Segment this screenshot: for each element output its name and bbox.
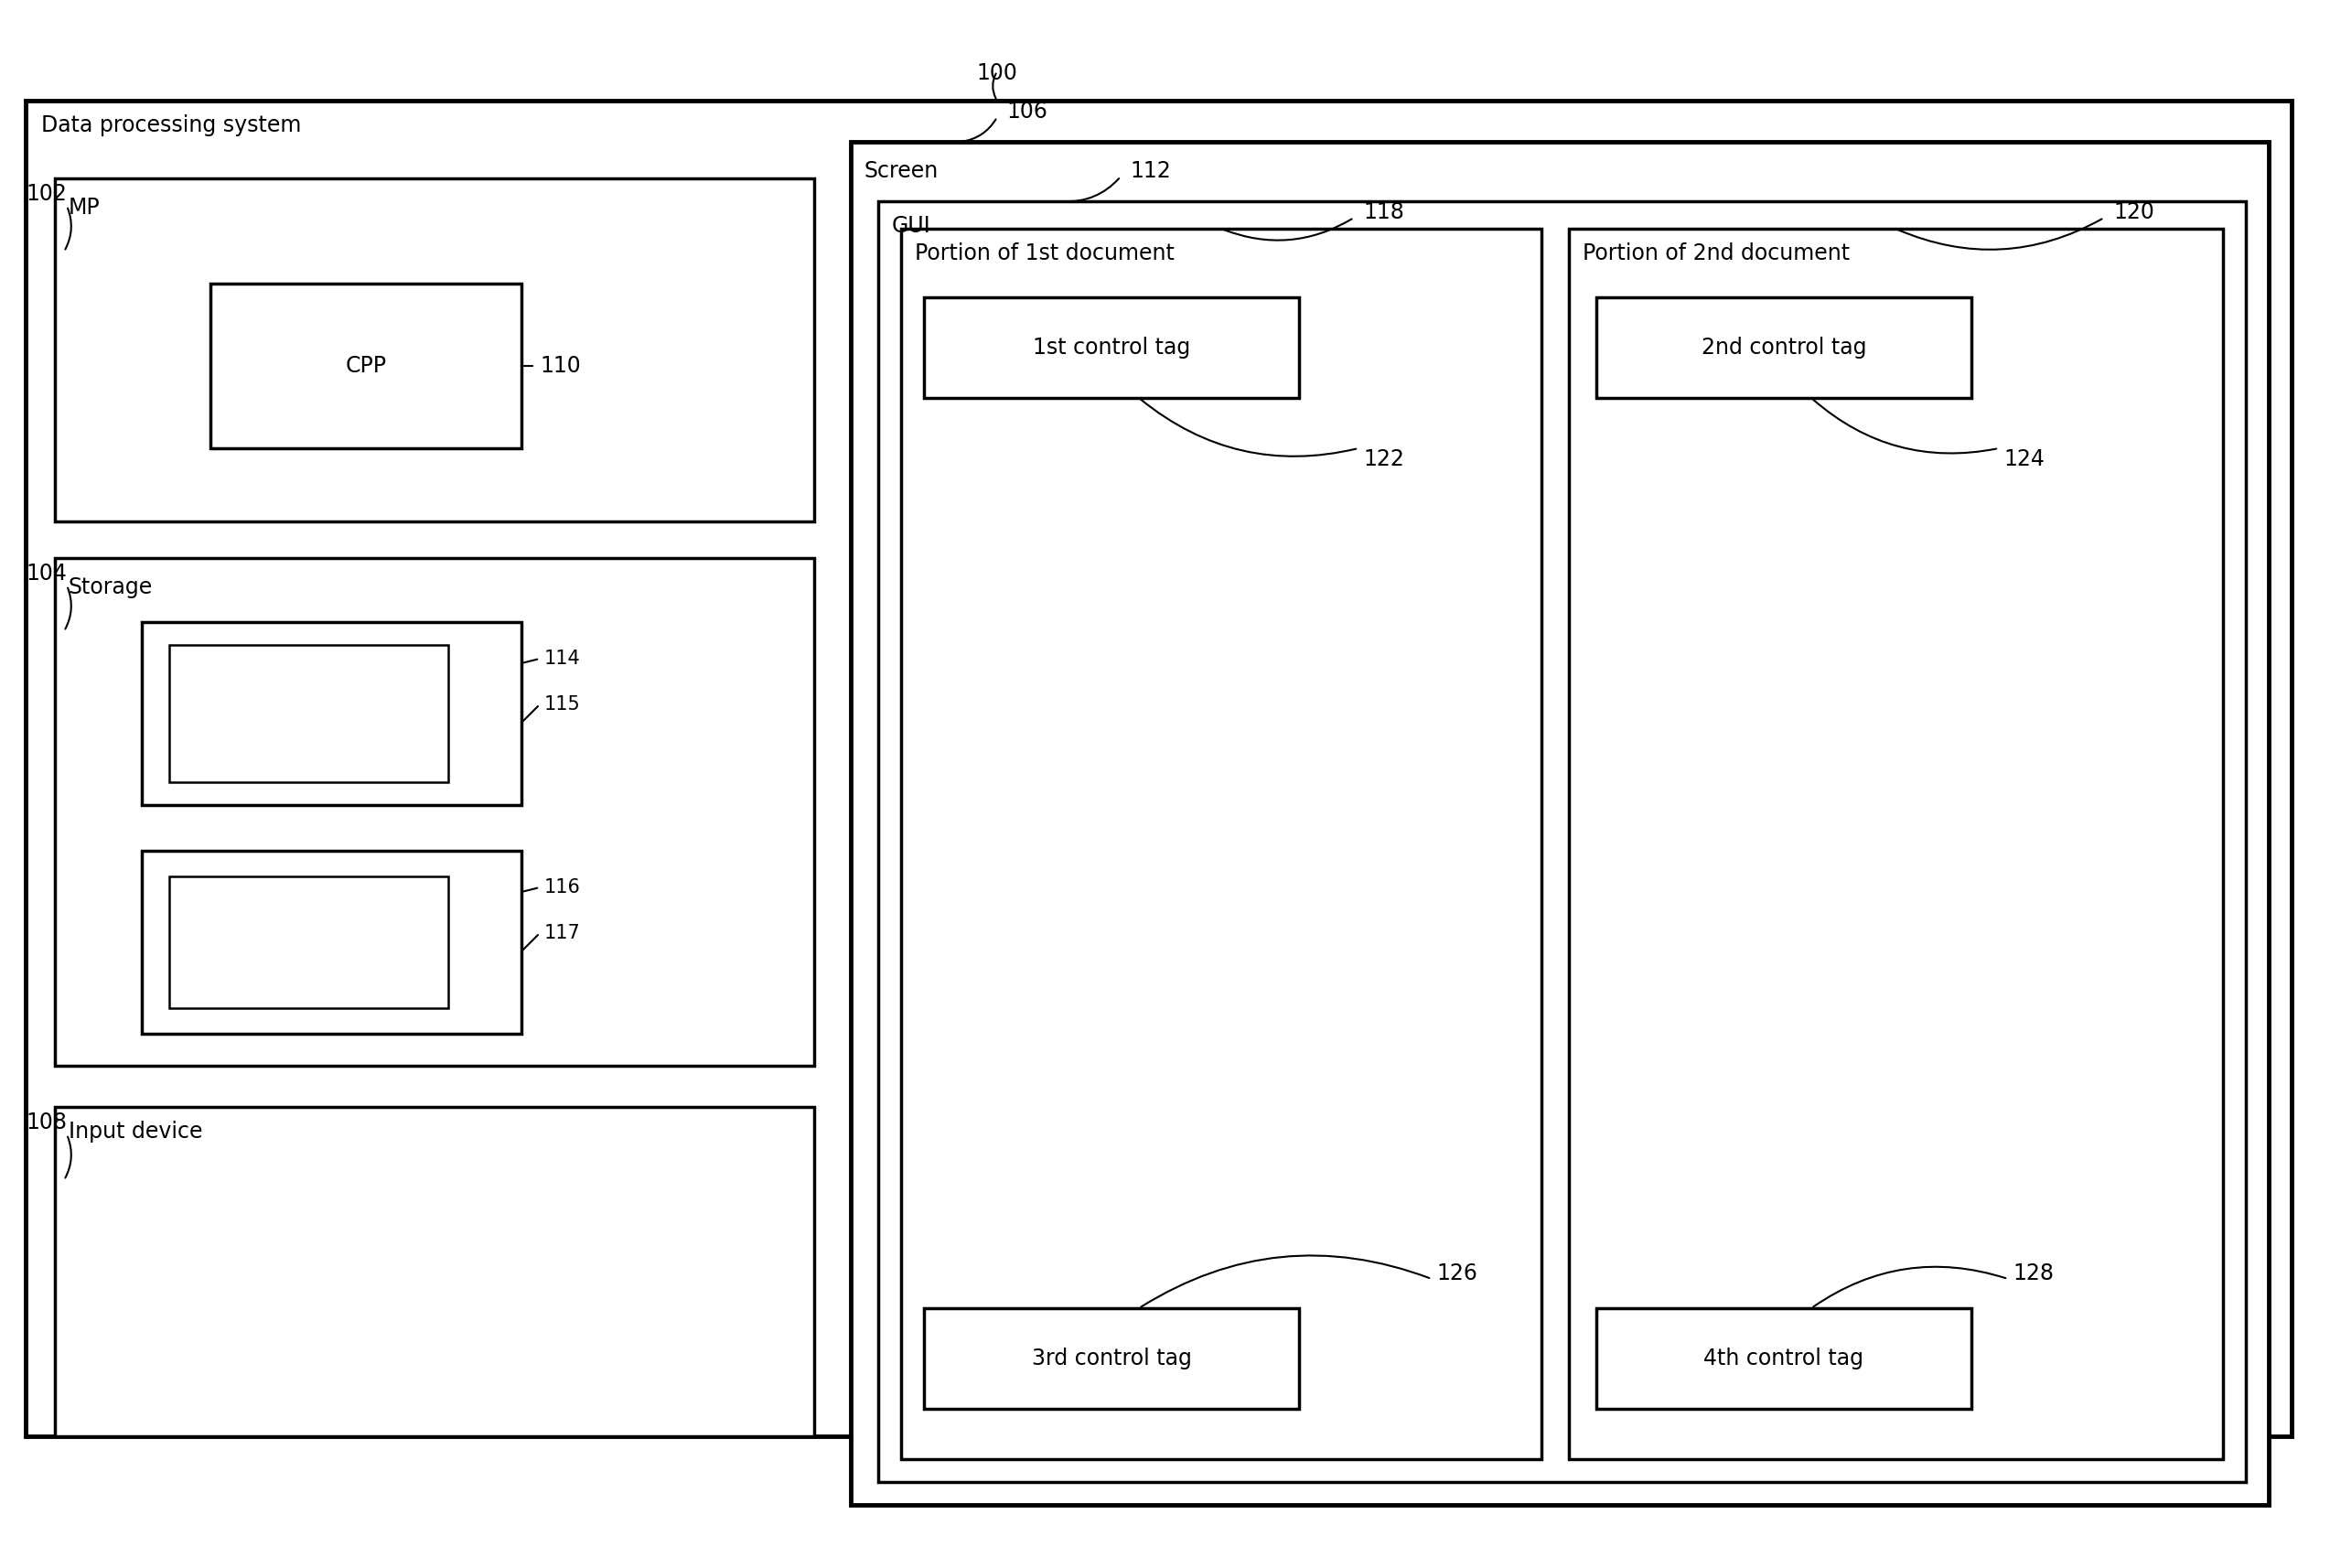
Text: Portion of 1st document: Portion of 1st document [916,243,1174,265]
Text: 3rd control tag: 3rd control tag [1032,1347,1191,1369]
Text: 120: 120 [2113,201,2155,223]
Bar [925,1308,1300,1408]
Bar [902,229,1542,1460]
Bar [56,558,813,1066]
Text: Data processing system: Data processing system [42,114,301,136]
Bar [1596,298,1971,398]
Bar [26,100,2293,1436]
Text: 4th control tag: 4th control tag [1703,1347,1864,1369]
Text: 114: 114 [545,649,580,668]
Text: 108: 108 [26,1112,68,1134]
Bar [850,141,2269,1505]
Text: 1st control tag: 1st control tag [1032,337,1191,359]
Text: Input device: Input device [68,1121,203,1143]
Bar [170,877,447,1008]
Text: 126: 126 [1435,1262,1477,1284]
Bar [210,284,522,448]
Bar [170,644,447,782]
Text: 102: 102 [26,183,68,205]
Text: 110: 110 [541,354,580,376]
Bar [56,1107,813,1436]
Text: Screen: Screen [864,160,939,182]
Text: GUI: GUI [892,215,932,237]
Text: 116: 116 [545,878,580,897]
Text: Storage: Storage [68,577,154,599]
Bar [142,851,522,1033]
Bar [142,622,522,804]
Bar [1568,229,2223,1460]
Text: 104: 104 [26,563,68,585]
Text: 118: 118 [1363,201,1405,223]
Text: 117: 117 [545,924,580,942]
Text: Portion of 2nd document: Portion of 2nd document [1582,243,1850,265]
Bar [925,298,1300,398]
Text: CPP: CPP [345,354,387,376]
Text: 112: 112 [1130,160,1170,182]
Text: 100: 100 [976,63,1018,85]
Bar [878,201,2246,1482]
Text: 2nd control tag: 2nd control tag [1701,337,1866,359]
Text: 128: 128 [2013,1262,2053,1284]
Bar [56,179,813,522]
Text: 124: 124 [2004,448,2043,470]
Text: 122: 122 [1363,448,1405,470]
Text: MP: MP [68,196,100,218]
Text: 106: 106 [1007,100,1046,122]
Text: 115: 115 [545,695,580,713]
Bar [1596,1308,1971,1408]
